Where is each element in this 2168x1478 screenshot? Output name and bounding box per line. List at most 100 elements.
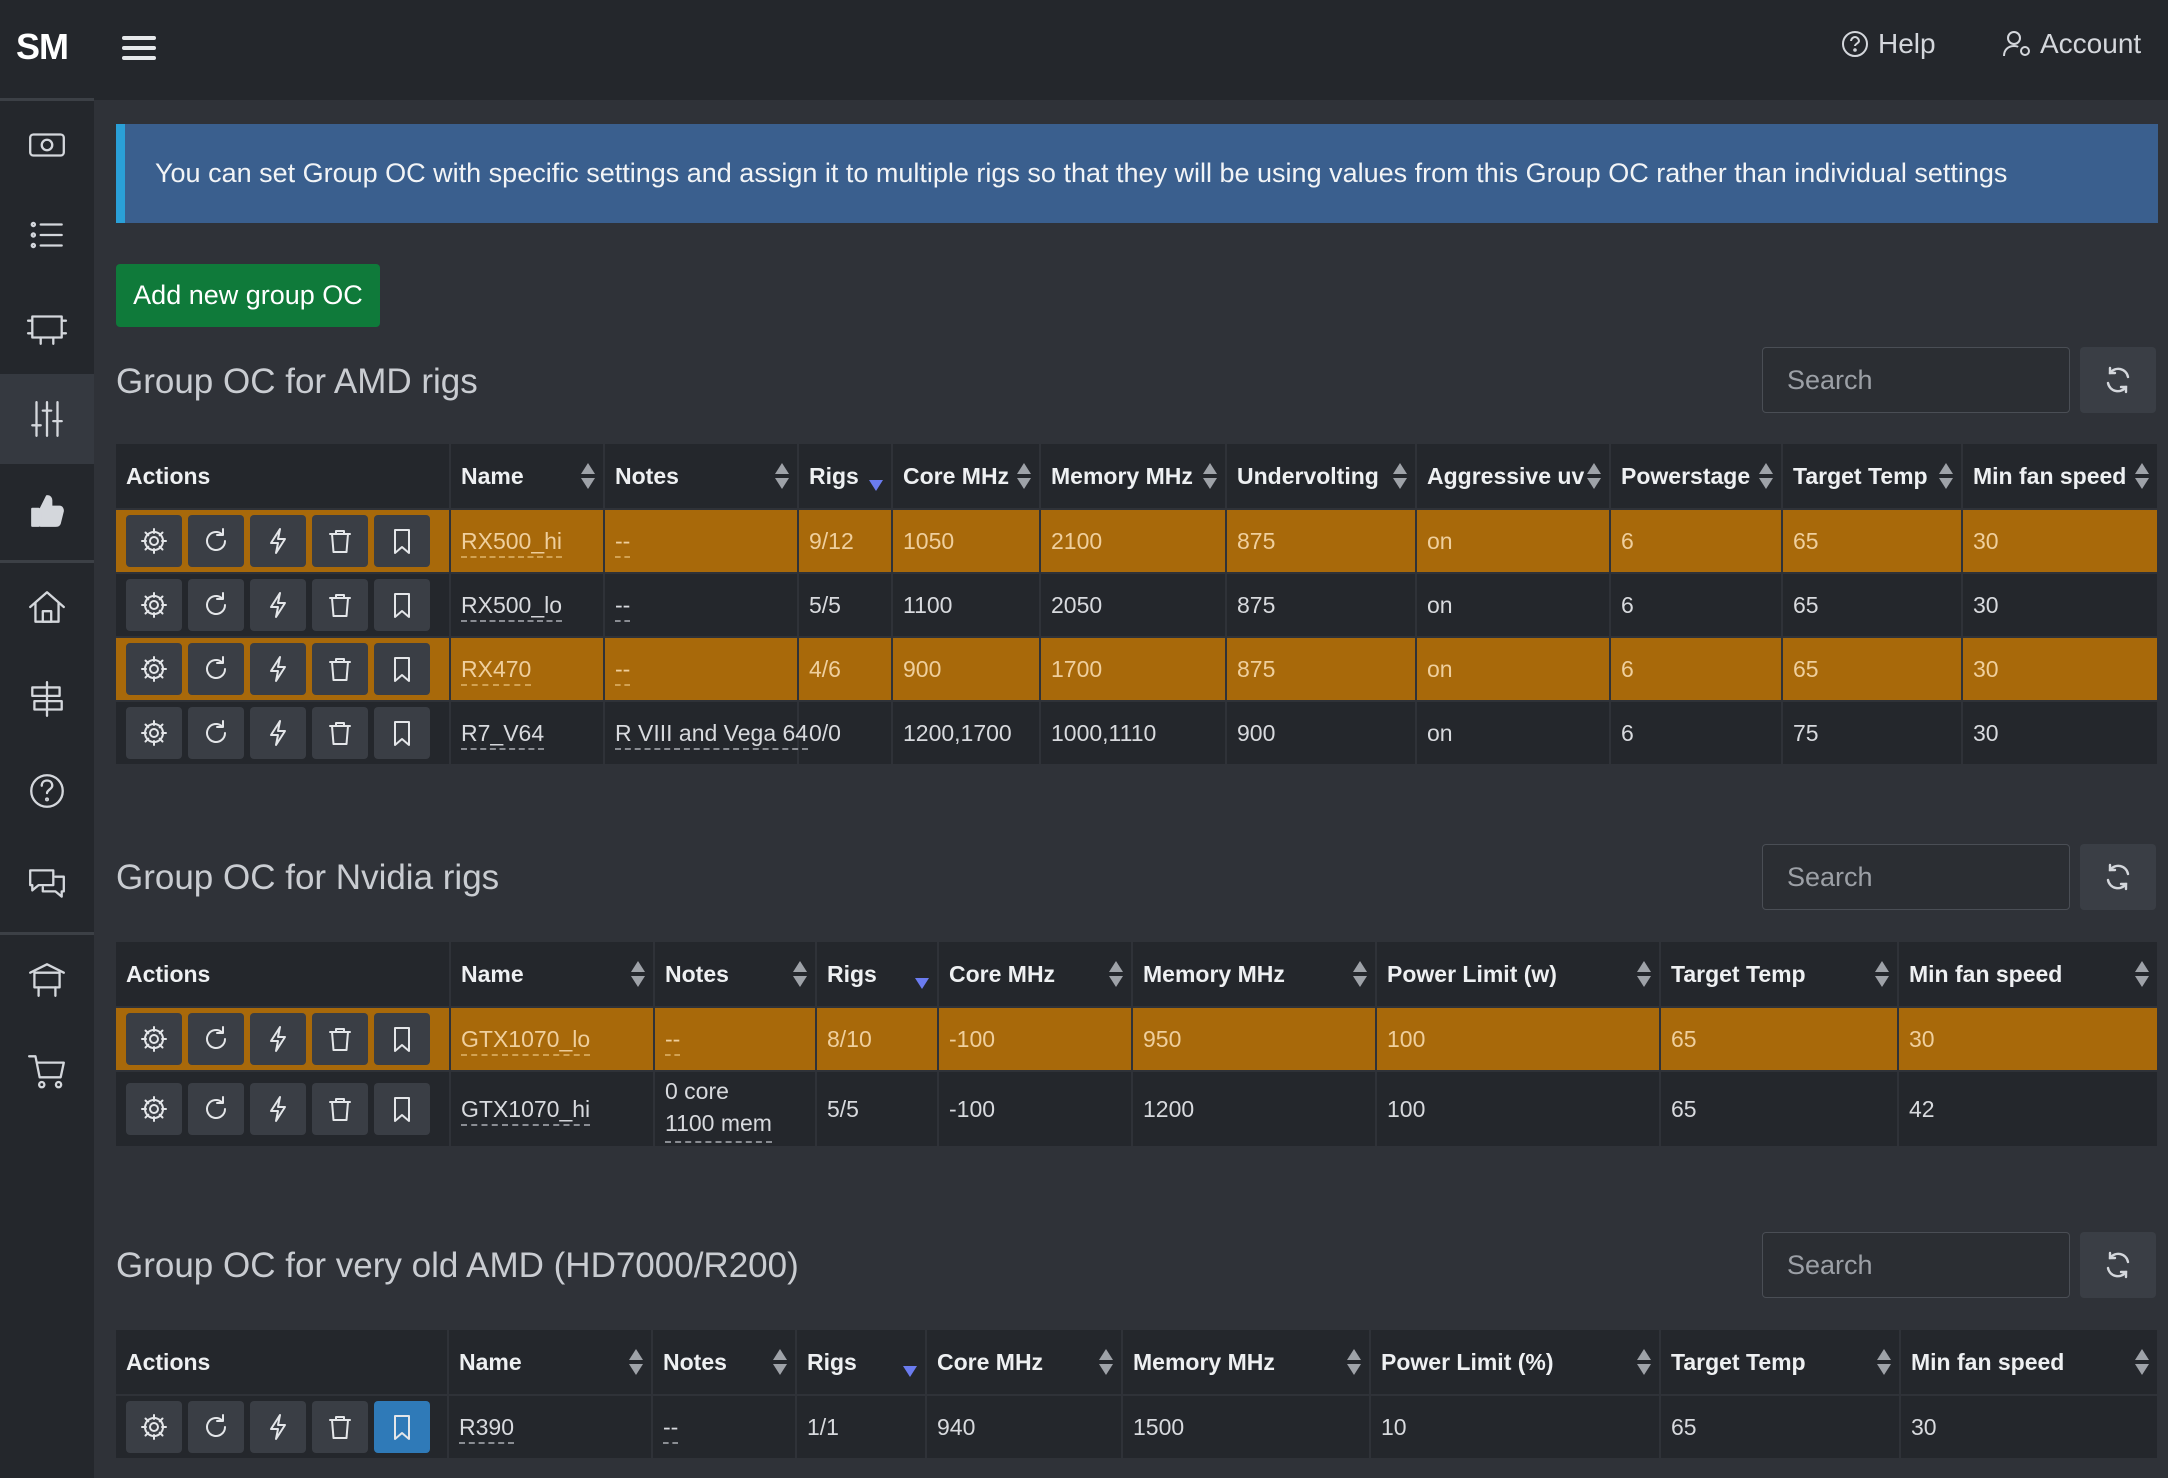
settings-button[interactable] [126, 643, 182, 695]
notes-link[interactable]: -- [665, 1025, 681, 1056]
settings-button[interactable] [126, 1013, 182, 1065]
apply-oc-button[interactable] [250, 1083, 306, 1135]
col-power-limit[interactable]: Power Limit (w) [1376, 942, 1661, 1007]
cell-notes[interactable]: -- [604, 572, 799, 637]
cell-name[interactable]: R390 [448, 1394, 653, 1458]
col-core[interactable]: Core MHz [938, 942, 1133, 1007]
col-name[interactable]: Name [448, 1330, 653, 1395]
col-notes[interactable]: Notes [652, 1330, 797, 1395]
delete-button[interactable] [312, 579, 368, 631]
account-link[interactable]: Account [2002, 28, 2141, 60]
reset-button[interactable] [188, 1083, 244, 1135]
reset-button[interactable] [188, 1401, 244, 1453]
rig-name-link[interactable]: RX470 [461, 655, 532, 686]
rig-name-link[interactable]: R7_V64 [461, 719, 545, 750]
delete-button[interactable] [312, 515, 368, 567]
col-memory[interactable]: Memory MHz [1122, 1330, 1371, 1395]
col-core[interactable]: Core MHz [926, 1330, 1123, 1395]
bookmark-button[interactable] [374, 579, 430, 631]
cell-notes[interactable]: R VIII and Vega 64 [604, 700, 809, 764]
notes-link[interactable]: 0 core 1100 mem [665, 1075, 772, 1143]
reset-button[interactable] [188, 579, 244, 631]
bookmark-button[interactable] [374, 643, 430, 695]
bookmark-button[interactable] [374, 1013, 430, 1065]
delete-button[interactable] [312, 1013, 368, 1065]
col-memory[interactable]: Memory MHz [1040, 444, 1227, 509]
sidebar-item-help[interactable] [0, 746, 94, 836]
col-min-fan[interactable]: Min fan speed [1900, 1330, 2159, 1395]
delete-button[interactable] [312, 1401, 368, 1453]
rig-name-link[interactable]: RX500_lo [461, 591, 563, 622]
col-name[interactable]: Name [450, 942, 655, 1007]
settings-button[interactable] [126, 1401, 182, 1453]
bookmark-button[interactable] [374, 515, 430, 567]
sidebar-item-likes[interactable] [0, 466, 94, 556]
settings-button[interactable] [126, 579, 182, 631]
cell-notes[interactable]: -- [604, 636, 799, 701]
table-row[interactable]: RX470 -- 4/6 900 1700 875 on 6 65 30 [116, 636, 2159, 701]
app-logo[interactable]: SM [16, 26, 69, 67]
notes-link[interactable]: -- [615, 655, 631, 686]
col-rigs[interactable]: Rigs [798, 444, 893, 509]
cell-notes[interactable]: -- [604, 508, 799, 573]
bookmark-button[interactable] [374, 1083, 430, 1135]
cell-name[interactable]: R7_V64 [450, 700, 605, 764]
apply-oc-button[interactable] [250, 707, 306, 759]
nvidia-refresh-button[interactable] [2080, 844, 2156, 910]
nvidia-search-input[interactable] [1762, 844, 2070, 910]
table-row[interactable]: RX500_lo -- 5/5 1100 2050 875 on 6 65 30 [116, 572, 2159, 637]
delete-button[interactable] [312, 1083, 368, 1135]
notes-link[interactable]: -- [615, 527, 631, 558]
amd-search-input[interactable] [1762, 347, 2070, 413]
sidebar-item-rig-store[interactable] [0, 934, 94, 1024]
cell-notes[interactable]: 0 core 1100 mem [654, 1070, 817, 1146]
apply-oc-button[interactable] [250, 579, 306, 631]
reset-button[interactable] [188, 515, 244, 567]
table-row[interactable]: GTX1070_lo -- 8/10 -100 950 100 65 30 [116, 1006, 2159, 1071]
cell-name[interactable]: GTX1070_lo [450, 1006, 655, 1071]
rig-name-link[interactable]: RX500_hi [461, 527, 563, 558]
cell-name[interactable]: RX500_hi [450, 508, 605, 573]
sidebar-item-signpost[interactable] [0, 654, 94, 744]
settings-button[interactable] [126, 707, 182, 759]
col-target-temp[interactable]: Target Temp [1660, 1330, 1901, 1395]
delete-button[interactable] [312, 643, 368, 695]
notes-link[interactable]: -- [615, 591, 631, 622]
settings-button[interactable] [126, 515, 182, 567]
col-notes[interactable]: Notes [604, 444, 799, 509]
sidebar-item-rigs[interactable] [0, 282, 94, 372]
old-amd-search-input[interactable] [1762, 1232, 2070, 1298]
help-link[interactable]: Help [1840, 28, 1936, 60]
col-rigs[interactable]: Rigs [816, 942, 939, 1007]
sidebar-item-home[interactable] [0, 562, 94, 652]
add-group-oc-button[interactable]: Add new group OC [116, 264, 380, 327]
rig-name-link[interactable]: GTX1070_lo [461, 1025, 591, 1056]
col-notes[interactable]: Notes [654, 942, 817, 1007]
cell-name[interactable]: RX470 [450, 636, 605, 701]
notes-link[interactable]: -- [663, 1413, 679, 1444]
settings-button[interactable] [126, 1083, 182, 1135]
reset-button[interactable] [188, 707, 244, 759]
col-min-fan[interactable]: Min fan speed [1898, 942, 2159, 1007]
bookmark-button[interactable] [374, 707, 430, 759]
delete-button[interactable] [312, 707, 368, 759]
table-row[interactable]: GTX1070_hi 0 core 1100 mem 5/5 -100 1200 … [116, 1070, 2159, 1146]
cell-name[interactable]: RX500_lo [450, 572, 605, 637]
table-row[interactable]: RX500_hi -- 9/12 1050 2100 875 on 6 65 3… [116, 508, 2159, 573]
rig-name-link[interactable]: R390 [459, 1413, 514, 1444]
reset-button[interactable] [188, 1013, 244, 1065]
apply-oc-button[interactable] [250, 643, 306, 695]
col-target-temp[interactable]: Target Temp [1660, 942, 1899, 1007]
col-powerstage[interactable]: Powerstage [1610, 444, 1783, 509]
reset-button[interactable] [188, 643, 244, 695]
apply-oc-button[interactable] [250, 1013, 306, 1065]
notes-link[interactable]: R VIII and Vega 64 [615, 719, 809, 750]
table-row[interactable]: R390 -- 1/1 940 1500 10 65 30 [116, 1394, 2159, 1458]
apply-oc-button[interactable] [250, 1401, 306, 1453]
amd-refresh-button[interactable] [2080, 347, 2156, 413]
sidebar-item-shop[interactable] [0, 1026, 94, 1116]
table-row[interactable]: R7_V64 R VIII and Vega 64 0/0 1200,1700 … [116, 700, 2159, 764]
old-amd-refresh-button[interactable] [2080, 1232, 2156, 1298]
sidebar-item-group-oc[interactable] [0, 374, 94, 464]
col-memory[interactable]: Memory MHz [1132, 942, 1377, 1007]
